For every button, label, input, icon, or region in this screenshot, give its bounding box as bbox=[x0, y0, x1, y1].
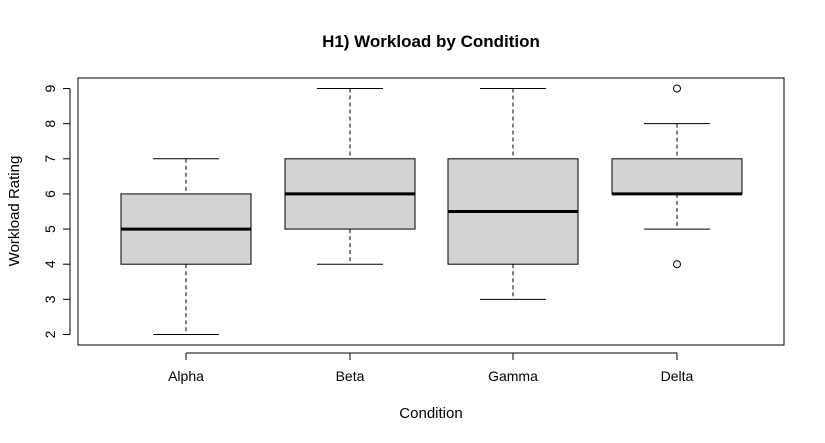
y-tick-label-9: 9 bbox=[42, 84, 58, 92]
box-delta bbox=[611, 158, 743, 195]
chart-title: H1) Workload by Condition bbox=[322, 32, 540, 51]
y-axis-label: Workload Rating bbox=[6, 156, 23, 267]
outlier-delta-1 bbox=[673, 84, 681, 93]
outlier-delta-0 bbox=[673, 260, 681, 269]
y-tick-label-8: 8 bbox=[42, 120, 58, 128]
y-tick-label-3: 3 bbox=[42, 295, 58, 303]
y-tick-label-7: 7 bbox=[42, 155, 58, 163]
y-tick-label-6: 6 bbox=[42, 190, 58, 198]
x-tick-label-delta: Delta bbox=[661, 368, 694, 384]
y-tick-label-4: 4 bbox=[42, 260, 58, 268]
x-tick-label-beta: Beta bbox=[336, 368, 365, 384]
plot-frame bbox=[77, 77, 785, 346]
x-axis-label: Condition bbox=[399, 405, 462, 422]
x-tick-label-alpha: Alpha bbox=[168, 368, 204, 384]
x-tick-label-gamma: Gamma bbox=[488, 368, 538, 384]
y-tick-label-2: 2 bbox=[42, 330, 58, 338]
y-tick-label-5: 5 bbox=[42, 225, 58, 233]
plot-marks: 2 3 4 5 6 7 8 9 Alpha Beta Gamma Delta bbox=[42, 84, 743, 384]
